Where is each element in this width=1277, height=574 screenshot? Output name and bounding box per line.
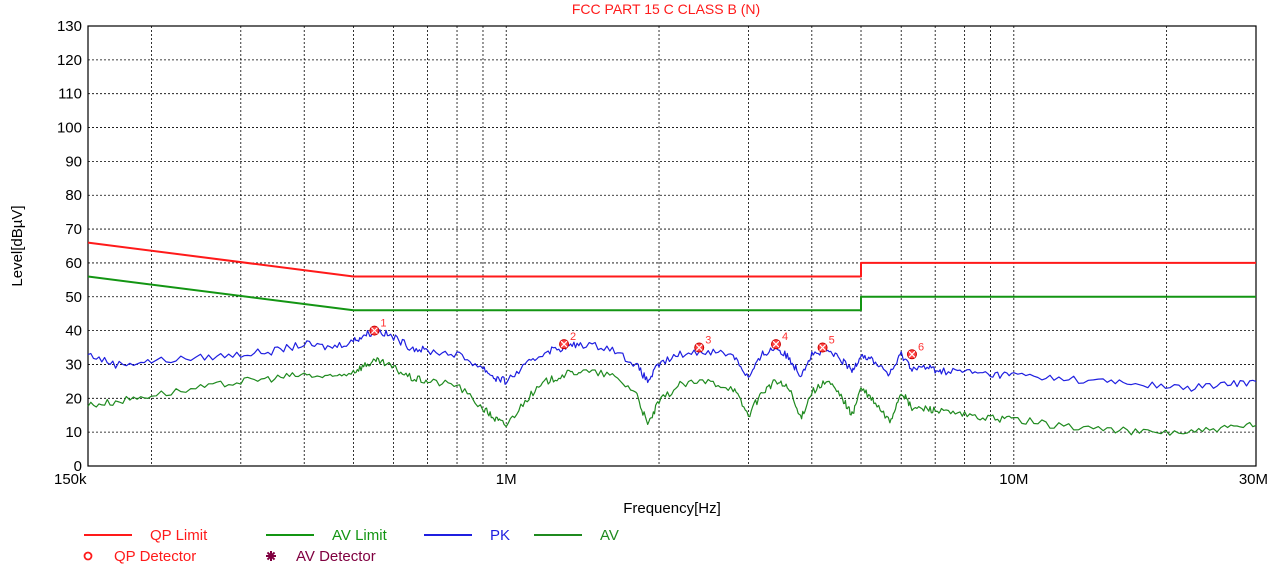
marker-cross <box>772 340 780 348</box>
y-tick-label: 20 <box>65 390 82 407</box>
marker-2: 2 <box>559 331 576 350</box>
legend-item-pk: PK <box>424 527 510 544</box>
y-axis-label: Level[dBµV] <box>9 205 26 286</box>
marker-5: 5 <box>817 335 835 353</box>
legend-swatch <box>83 551 93 561</box>
y-tick-label: 40 <box>65 323 82 340</box>
series-line-av <box>87 357 1257 436</box>
marker-cross <box>695 344 703 351</box>
y-tick-label: 110 <box>58 86 82 103</box>
legend-label: AV <box>600 527 619 544</box>
y-tick-label: 120 <box>57 52 82 69</box>
y-tick-label: 0 <box>74 458 82 475</box>
x-tick-label: 30M <box>1239 471 1268 488</box>
y-ticks: 0 10 20 30 40 50 60 70 80 90 100 110 120 130 <box>57 18 82 475</box>
legend: QP Limit AV Limit PK AV QP Detector AV Detect… <box>83 527 619 565</box>
legend-item-av: AV <box>534 527 619 544</box>
marker-label: 2 <box>570 331 576 343</box>
legend-label: AV Limit <box>332 527 388 544</box>
series-group <box>87 241 1257 436</box>
marker-cross <box>370 327 378 335</box>
marker-4: 4 <box>770 331 788 350</box>
marker-label: 5 <box>829 335 835 347</box>
y-tick-label: 30 <box>65 356 82 373</box>
y-tick-label: 100 <box>57 120 82 137</box>
x-ticks: 150k 1M 10M 30M <box>54 471 1268 488</box>
chart-title: FCC PART 15 C CLASS B (N) <box>572 1 760 17</box>
legend-swatch <box>266 551 276 561</box>
y-tick-label: 10 <box>65 424 82 441</box>
marker-cross <box>908 350 916 358</box>
y-tick-label: 50 <box>65 289 82 306</box>
marker-cross <box>819 344 826 351</box>
series-line-qp-limit <box>87 241 1256 278</box>
grid <box>88 26 1256 466</box>
legend-item-qp-detector: QP Detector <box>83 548 196 565</box>
y-tick-label: 70 <box>65 221 82 238</box>
series-line-av-limit <box>87 275 1256 312</box>
legend-label: QP Detector <box>114 548 196 565</box>
legend-label: AV Detector <box>296 548 376 565</box>
marker-6: 6 <box>906 341 924 360</box>
legend-item-qp-limit: QP Limit <box>84 527 208 544</box>
y-tick-label: 80 <box>65 187 82 204</box>
marker-3: 3 <box>694 335 711 353</box>
legend-item-av-detector: AV Detector <box>266 548 376 565</box>
y-tick-label: 60 <box>65 255 82 272</box>
y-tick-label: 90 <box>65 153 82 170</box>
x-tick-label: 1M <box>496 471 517 488</box>
marker-label: 4 <box>782 331 788 343</box>
legend-label: QP Limit <box>150 527 208 544</box>
marker-1: 1 <box>369 318 387 336</box>
y-tick-label: 130 <box>57 18 82 35</box>
series-line-pk <box>87 329 1257 392</box>
x-tick-label: 150k <box>54 471 87 488</box>
x-tick-label: 10M <box>999 471 1028 488</box>
markers-group: 1 2 3 4 5 6 <box>369 318 924 360</box>
plot-frame <box>87 25 1257 467</box>
marker-label: 6 <box>918 341 924 353</box>
legend-label: PK <box>490 527 510 544</box>
marker-label: 3 <box>705 335 711 347</box>
x-axis-label: Frequency[Hz] <box>623 500 721 517</box>
marker-label: 1 <box>380 318 386 330</box>
marker-cross <box>560 340 568 348</box>
legend-item-av-limit: AV Limit <box>266 527 388 544</box>
